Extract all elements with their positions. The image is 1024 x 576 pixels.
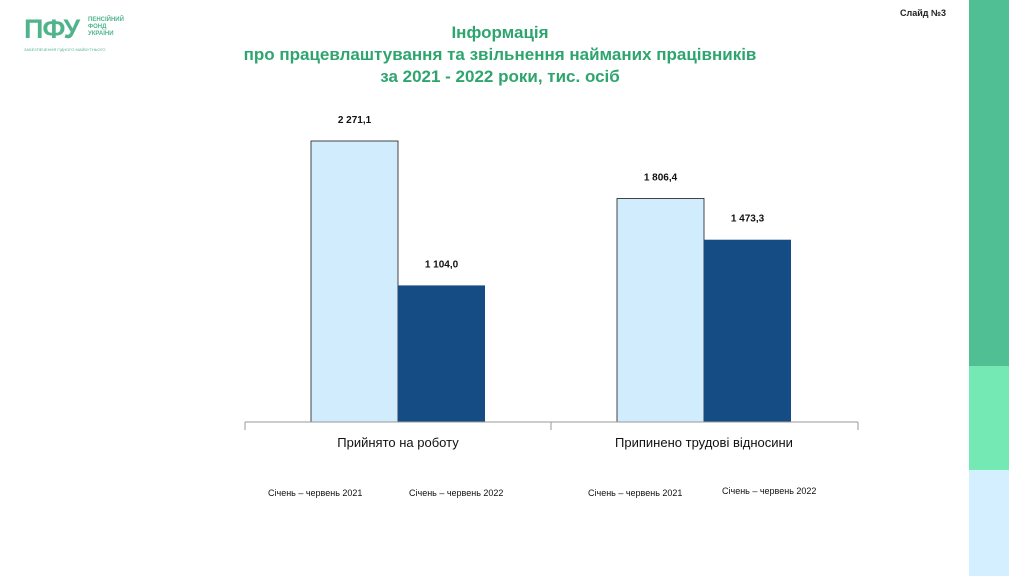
- side-strip-dark: [969, 0, 1009, 366]
- title-line-2: про працевлаштування та звільнення найма…: [243, 45, 757, 64]
- category-label-1: Припинено трудові відносини: [615, 435, 793, 450]
- side-strip-mid: [969, 366, 1009, 470]
- logo-line-1: ПЕНСІЙНИЙ: [88, 17, 124, 23]
- bar-s1-c1: [704, 239, 791, 422]
- data-label-s1-c1: 1 473,3: [731, 214, 765, 225]
- series-label-c1-s1: Січень – червень 2022: [722, 486, 817, 496]
- pfu-logo: ПФУ ПЕНСІЙНИЙ ФОНД УКРАЇНИ ЗАБЕЗПЕЧЕННЯ …: [24, 14, 144, 58]
- logo-line-3: УКРАЇНИ: [88, 31, 114, 37]
- side-strip-light: [969, 470, 1009, 576]
- category-label-0: Прийнято на роботу: [337, 435, 459, 450]
- series-label-c0-s0: Січень – червень 2021: [268, 488, 363, 498]
- slide-number: Слайд №3: [899, 8, 946, 18]
- logo-mark: ПФУ: [24, 14, 80, 44]
- logo-line-2: ФОНД: [88, 24, 107, 30]
- side-decor-strip: [969, 0, 1009, 576]
- slide-title: Інформація про працевлаштування та звіль…: [200, 22, 800, 88]
- data-label-s1-c0: 1 104,0: [425, 259, 459, 270]
- data-label-s0-c1: 1 806,4: [644, 172, 678, 183]
- title-line-3: за 2021 - 2022 роки, тис. осіб: [380, 67, 620, 86]
- bar-s0-c0: [310, 140, 399, 423]
- series-label-c0-s1: Січень – червень 2022: [409, 488, 504, 498]
- title-line-1: Інформація: [451, 23, 549, 42]
- bar-s0-c1: [616, 198, 705, 423]
- logo-text: ПЕНСІЙНИЙ ФОНД УКРАЇНИ: [88, 17, 124, 38]
- series-label-c1-s0: Січень – червень 2021: [588, 488, 683, 498]
- logo-tagline: ЗАБЕЗПЕЧЕННЯ ГІДНОГО МАЙБУТНЬОГО: [24, 47, 106, 52]
- bar-s1-c0: [398, 285, 485, 422]
- data-label-s0-c0: 2 271,1: [338, 115, 372, 126]
